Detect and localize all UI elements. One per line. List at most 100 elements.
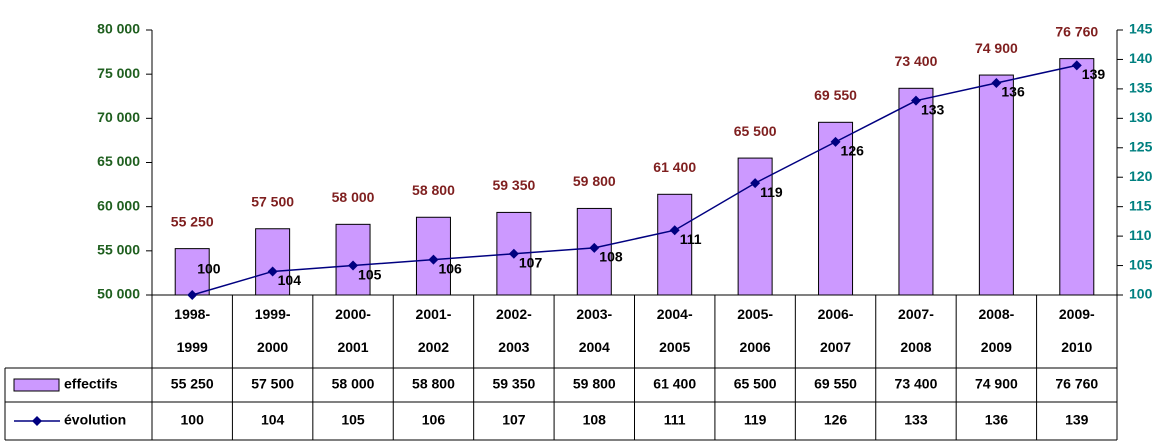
y-tick-label: 50 000 [97,286,140,302]
x-tick-label: 2003-2004 [576,306,612,355]
y-tick-label: 80 000 [97,21,140,37]
table-value: 58 800 [412,376,455,392]
bar-label: 59 800 [573,173,616,189]
table-value: 57 500 [251,376,294,392]
line-marker [589,242,600,253]
x-tick-label: 2007-2008 [898,306,934,355]
bar-label: 57 500 [251,193,294,209]
line [191,64,1077,296]
y-tick-label: 65 000 [97,153,140,169]
x-tick-label: 2005-2006 [737,306,773,355]
table-value: 104 [261,412,285,428]
y2-tick-label: 130 [1129,109,1153,125]
legend-label: effectifs [64,376,118,392]
bar-label: 74 900 [975,40,1018,56]
legend-swatch [13,378,60,392]
line-label: 111 [680,231,702,247]
line-marker [830,136,841,147]
x-tick-label: 2009-2010 [1059,306,1095,355]
x-tick-label: 2004-2005 [657,306,693,355]
table-value: 126 [824,412,848,428]
y2-tick-label: 110 [1129,227,1152,243]
bar [335,223,371,296]
bar-label: 55 250 [171,213,214,229]
line-marker [910,95,921,106]
table-value: 73 400 [895,376,938,392]
line-marker [428,254,439,265]
bar-label: 59 350 [492,177,535,193]
bar [978,74,1014,296]
y2-tick-label: 100 [1129,286,1153,302]
line-marker [1071,60,1082,71]
x-tick-label: 1998-1999 [174,306,210,355]
line-marker [267,266,278,277]
line-label: 136 [1001,84,1025,100]
line-marker [669,225,680,236]
table-value: 61 400 [653,376,696,392]
table-value: 58 000 [332,376,375,392]
line-marker [750,178,761,189]
line-marker [991,78,1002,88]
x-tick-label: 2008-2009 [978,306,1014,355]
line-label: 133 [921,101,945,117]
bar-label: 76 760 [1055,23,1098,39]
table-value: 65 500 [734,376,777,392]
line-label: 105 [358,266,382,282]
bar-label: 61 400 [653,159,696,175]
line-marker [187,290,198,300]
y-tick-label: 75 000 [97,65,140,81]
line-marker [508,248,519,259]
line-marker [348,260,359,271]
line-label: 104 [278,272,302,288]
table-value: 59 800 [573,376,616,392]
bar-label: 73 400 [895,53,938,69]
y2-tick-label: 145 [1129,21,1153,37]
table-value: 106 [422,412,446,428]
line-label: 139 [1082,66,1106,82]
table-value: 111 [664,412,686,428]
legend-marker [32,416,42,426]
y2-tick-label: 135 [1129,80,1153,96]
table-value: 107 [502,412,526,428]
y2-tick-label: 115 [1129,197,1152,213]
bar [898,87,934,296]
y2-tick-label: 105 [1129,256,1153,272]
y2-tick-label: 140 [1129,50,1153,66]
table-value: 74 900 [975,376,1018,392]
table-value: 69 550 [814,376,857,392]
line-label: 119 [760,184,783,200]
bar [255,228,291,296]
y-tick-label: 70 000 [97,109,140,125]
x-tick-label: 1999-2000 [255,306,291,355]
y2-tick-label: 120 [1129,168,1153,184]
line-label: 106 [438,260,462,276]
table-value: 59 350 [492,376,535,392]
x-tick-label: 2001-2002 [416,306,452,355]
table-value: 55 250 [171,376,214,392]
bar-label: 65 500 [734,123,777,139]
x-tick-label: 2000-2001 [335,306,371,355]
legend-label: évolution [64,412,126,428]
table-value: 133 [904,412,928,428]
x-tick-label: 2002-2003 [496,306,532,355]
bar [657,193,693,296]
table-value: 139 [1065,412,1089,428]
table-value: 76 760 [1055,376,1098,392]
line-label: 100 [197,261,221,277]
table-value: 100 [181,412,205,428]
line-label: 107 [519,254,543,270]
bar-label: 69 550 [814,87,857,103]
table-value: 105 [341,412,365,428]
line-label: 108 [599,249,623,265]
table-value: 108 [583,412,607,428]
bar-label: 58 000 [332,189,375,205]
line-label: 126 [841,143,865,159]
y2-tick-label: 125 [1129,138,1153,154]
bar [1059,58,1095,296]
table-value: 136 [985,412,1009,428]
bar-label: 58 800 [412,182,455,198]
x-tick-label: 2006-2007 [818,306,854,355]
table-value: 119 [744,412,767,428]
y-tick-label: 60 000 [97,197,140,213]
